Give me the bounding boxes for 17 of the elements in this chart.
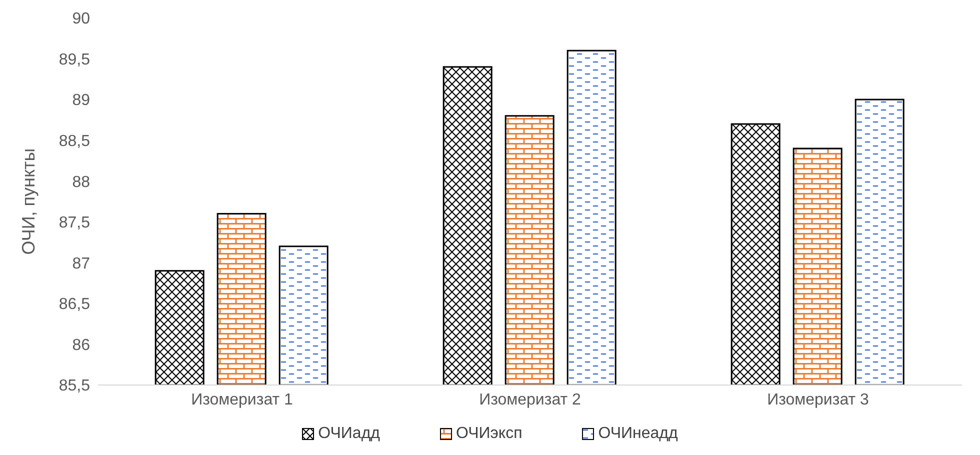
y-tick-label: 89,5 <box>58 51 90 68</box>
y-tick-label: 86 <box>72 336 90 354</box>
legend-label: ОЧИнеадд <box>597 425 678 443</box>
y-tick-label: 90 <box>72 10 90 28</box>
legend-label: ОЧИадд <box>317 425 380 443</box>
x-tick-label: Изомеризат 1 <box>191 391 294 408</box>
y-tick-label: 87 <box>72 255 90 272</box>
x-tick-label: Изомеризат 3 <box>767 391 870 408</box>
y-tick-label: 87,5 <box>58 214 90 232</box>
y-tick-label: 88 <box>72 174 90 191</box>
y-tick-label: 86,5 <box>58 296 90 314</box>
x-tick-label: Изомеризат 2 <box>479 391 582 408</box>
y-tick-label: 89 <box>72 92 90 110</box>
legend-label: ОЧИэксп <box>455 425 522 443</box>
y-axis-title: ОЧИ, пункты <box>18 148 38 255</box>
y-tick-label: 85,5 <box>58 378 90 395</box>
y-tick-label: 88,5 <box>58 133 90 150</box>
